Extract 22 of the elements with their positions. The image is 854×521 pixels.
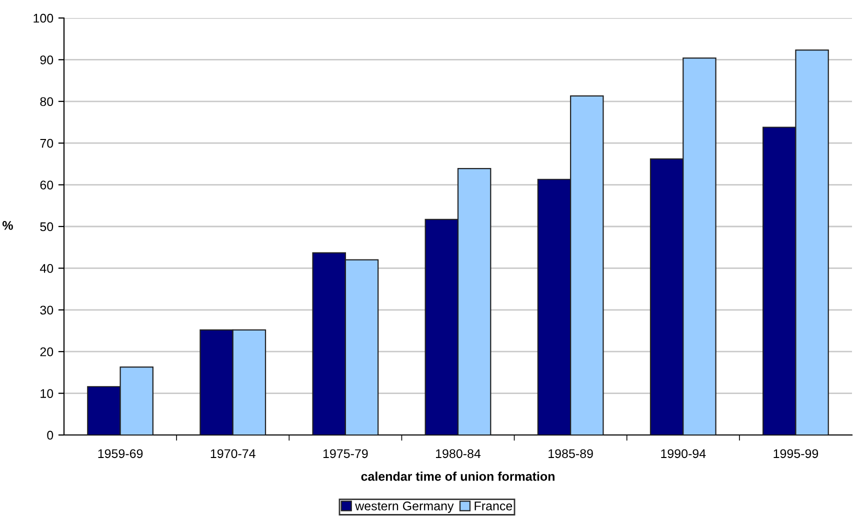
y-tick-label: 30: [40, 306, 54, 315]
x-tick-label: 1985-89: [548, 449, 593, 458]
y-tick-label: 40: [40, 264, 54, 273]
y-tick-label: 90: [40, 56, 54, 64]
legend-label: France: [474, 502, 512, 510]
x-axis-title: calendar time of union formation: [361, 472, 554, 481]
y-tick-label: 100: [34, 14, 54, 23]
x-tick-label: 1995-99: [774, 449, 818, 458]
x-tick-label: 1959-69: [98, 449, 143, 458]
x-tick-label: 1990-94: [661, 449, 706, 458]
y-tick-label: 0: [47, 430, 54, 440]
y-tick-label: 60: [40, 180, 54, 190]
y-tick-label: 20: [40, 347, 54, 356]
y-axis-title: %: [2, 221, 13, 230]
y-tick-label: 80: [40, 97, 54, 106]
x-tick-label: 1975-79: [323, 449, 368, 458]
y-tick-label: 70: [40, 138, 54, 148]
y-tick-label: 50: [40, 222, 54, 232]
x-tick-label: 1980-84: [436, 449, 481, 458]
x-tick-label: 1970-74: [210, 449, 256, 458]
y-tick-label: 10: [40, 389, 54, 398]
legend-label: western Germany: [355, 502, 454, 513]
